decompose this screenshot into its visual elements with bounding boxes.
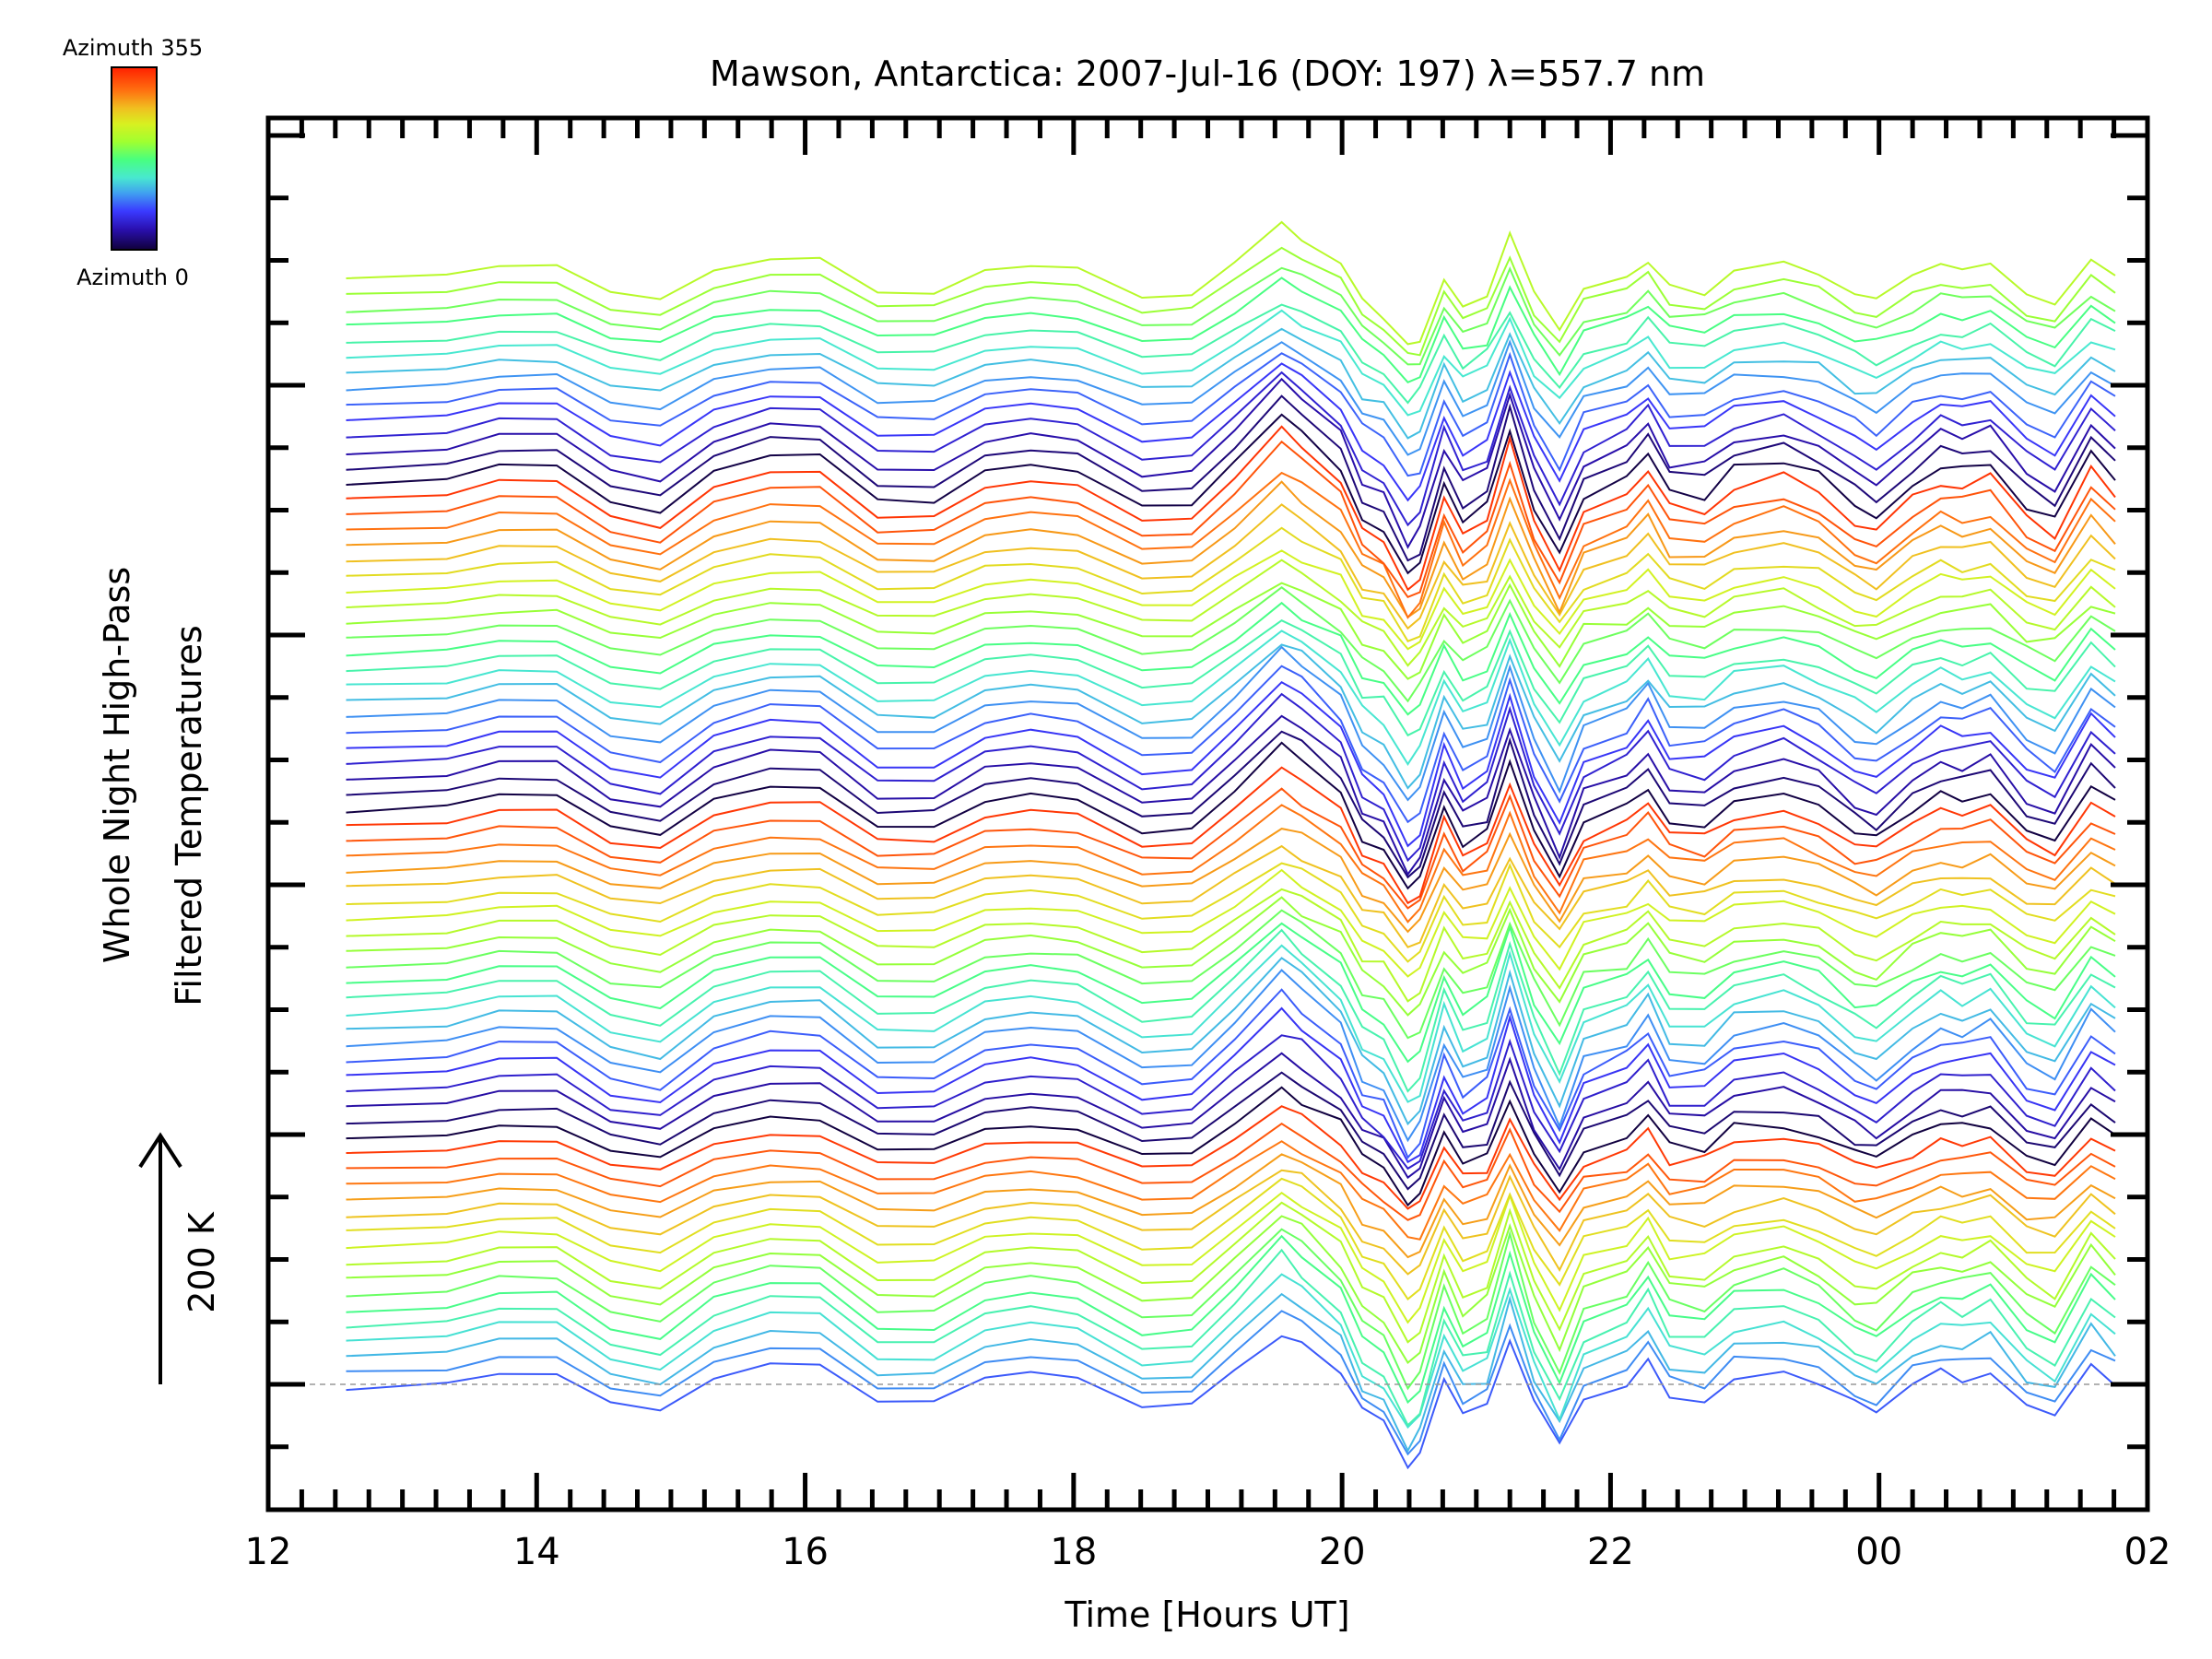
trace-line xyxy=(346,1071,2116,1191)
trace-line xyxy=(346,1215,2116,1365)
trace-line xyxy=(346,619,2116,737)
trace-line xyxy=(346,868,2116,978)
x-axis-label: Time [Hours UT] xyxy=(1064,1594,1349,1635)
trace-line xyxy=(346,377,2116,549)
trace-line xyxy=(346,1273,2116,1430)
chart-title: Mawson, Antarctica: 2007-Jul-16 (DOY: 19… xyxy=(710,53,1705,94)
trace-line xyxy=(346,922,2116,1064)
trace-line xyxy=(346,643,2116,790)
trace-line xyxy=(346,394,2116,562)
trace-line xyxy=(346,680,2116,848)
trace-line xyxy=(346,582,2116,680)
trace-line xyxy=(346,1292,2116,1453)
trace-line xyxy=(346,601,2116,716)
trace-line xyxy=(346,1006,2116,1164)
trace-line xyxy=(346,303,2116,405)
trace-line xyxy=(346,928,2116,1093)
trace-line xyxy=(346,1034,2116,1171)
trace-line xyxy=(346,1191,2116,1324)
trace-line xyxy=(346,559,2116,667)
trace-line xyxy=(346,1122,2116,1221)
trace-line xyxy=(346,692,2116,863)
trace-line xyxy=(346,988,2116,1159)
scale-bar: 200 K xyxy=(138,1132,222,1384)
scale-bar-label: 200 K xyxy=(182,1211,222,1313)
trace-line xyxy=(346,1201,2116,1344)
trace-line xyxy=(346,1140,2116,1241)
trace-line xyxy=(346,1169,2116,1276)
x-tick-label: 02 xyxy=(2124,1531,2171,1573)
trace-line xyxy=(346,1153,2116,1259)
trace-line xyxy=(346,766,2116,905)
colorbar-bottom-label: Azimuth 0 xyxy=(76,265,189,290)
trace-line xyxy=(346,862,2116,963)
x-tick-labels: 12 14 16 18 20 22 00 02 xyxy=(245,1531,2171,1573)
trace-line xyxy=(346,338,2116,456)
trace-line xyxy=(346,714,2116,877)
trace-line xyxy=(346,1248,2116,1427)
trace-line xyxy=(346,969,2116,1143)
trace-line xyxy=(346,787,2116,910)
y-axis-label-line1: Whole Night High-Pass xyxy=(97,567,137,963)
trace-line xyxy=(346,828,2116,934)
trace-line xyxy=(346,371,2116,527)
x-tick-label: 14 xyxy=(513,1531,560,1573)
trace-line xyxy=(346,629,2116,766)
x-tick-label: 00 xyxy=(1855,1531,1902,1573)
trace-line xyxy=(346,944,2116,1103)
trace-line xyxy=(346,909,2116,1040)
y-axis-label-line2: Filtered Temperatures xyxy=(169,625,209,1006)
trace-line xyxy=(346,220,2116,346)
trace-line xyxy=(346,888,2116,1003)
trace-line xyxy=(346,1086,2116,1207)
trace-line xyxy=(346,730,2116,879)
x-tick-label: 18 xyxy=(1050,1531,1097,1573)
trace-line xyxy=(346,351,2116,477)
trace-line xyxy=(346,276,2116,383)
trace-line xyxy=(346,503,2116,630)
trace-line xyxy=(346,1105,2116,1210)
trace-line xyxy=(346,1234,2116,1405)
trace-line xyxy=(346,480,2116,619)
colorbar-gradient xyxy=(111,66,158,251)
trace-line xyxy=(346,896,2116,1017)
trace-line xyxy=(346,844,2116,948)
trace-line xyxy=(346,804,2116,924)
trace-line xyxy=(346,645,2116,802)
trace-line xyxy=(346,413,2116,575)
trace-line xyxy=(346,440,2116,599)
trace-line xyxy=(346,309,2116,417)
trace-line xyxy=(346,1228,2116,1391)
trace-line xyxy=(346,1310,2116,1456)
x-tick-label: 12 xyxy=(245,1531,292,1573)
x-tick-label: 20 xyxy=(1319,1531,1366,1573)
scale-arrow-head xyxy=(138,1132,182,1169)
trace-line xyxy=(346,471,2116,619)
trace-line xyxy=(346,526,2116,642)
trace-line xyxy=(346,741,2116,890)
trace-line xyxy=(346,665,2116,824)
trace-line xyxy=(346,362,2116,502)
x-tick-label: 22 xyxy=(1587,1531,1634,1573)
trace-line xyxy=(346,266,2116,366)
trace-group xyxy=(346,220,2116,1470)
x-tick-label: 16 xyxy=(782,1531,829,1573)
trace-line xyxy=(346,586,2116,703)
trace-line xyxy=(346,425,2116,592)
trace-line xyxy=(346,1335,2116,1470)
colorbar-legend: Azimuth 355 Azimuth 0 xyxy=(63,35,203,290)
trace-line xyxy=(346,327,2116,440)
trace-line xyxy=(346,957,2116,1126)
axes xyxy=(265,115,2150,1512)
trace-line xyxy=(346,1052,2116,1180)
trace-line xyxy=(346,1177,2116,1300)
trace-line xyxy=(346,246,2116,357)
colorbar-top-label: Azimuth 355 xyxy=(63,35,203,61)
trace-line xyxy=(346,549,2116,651)
